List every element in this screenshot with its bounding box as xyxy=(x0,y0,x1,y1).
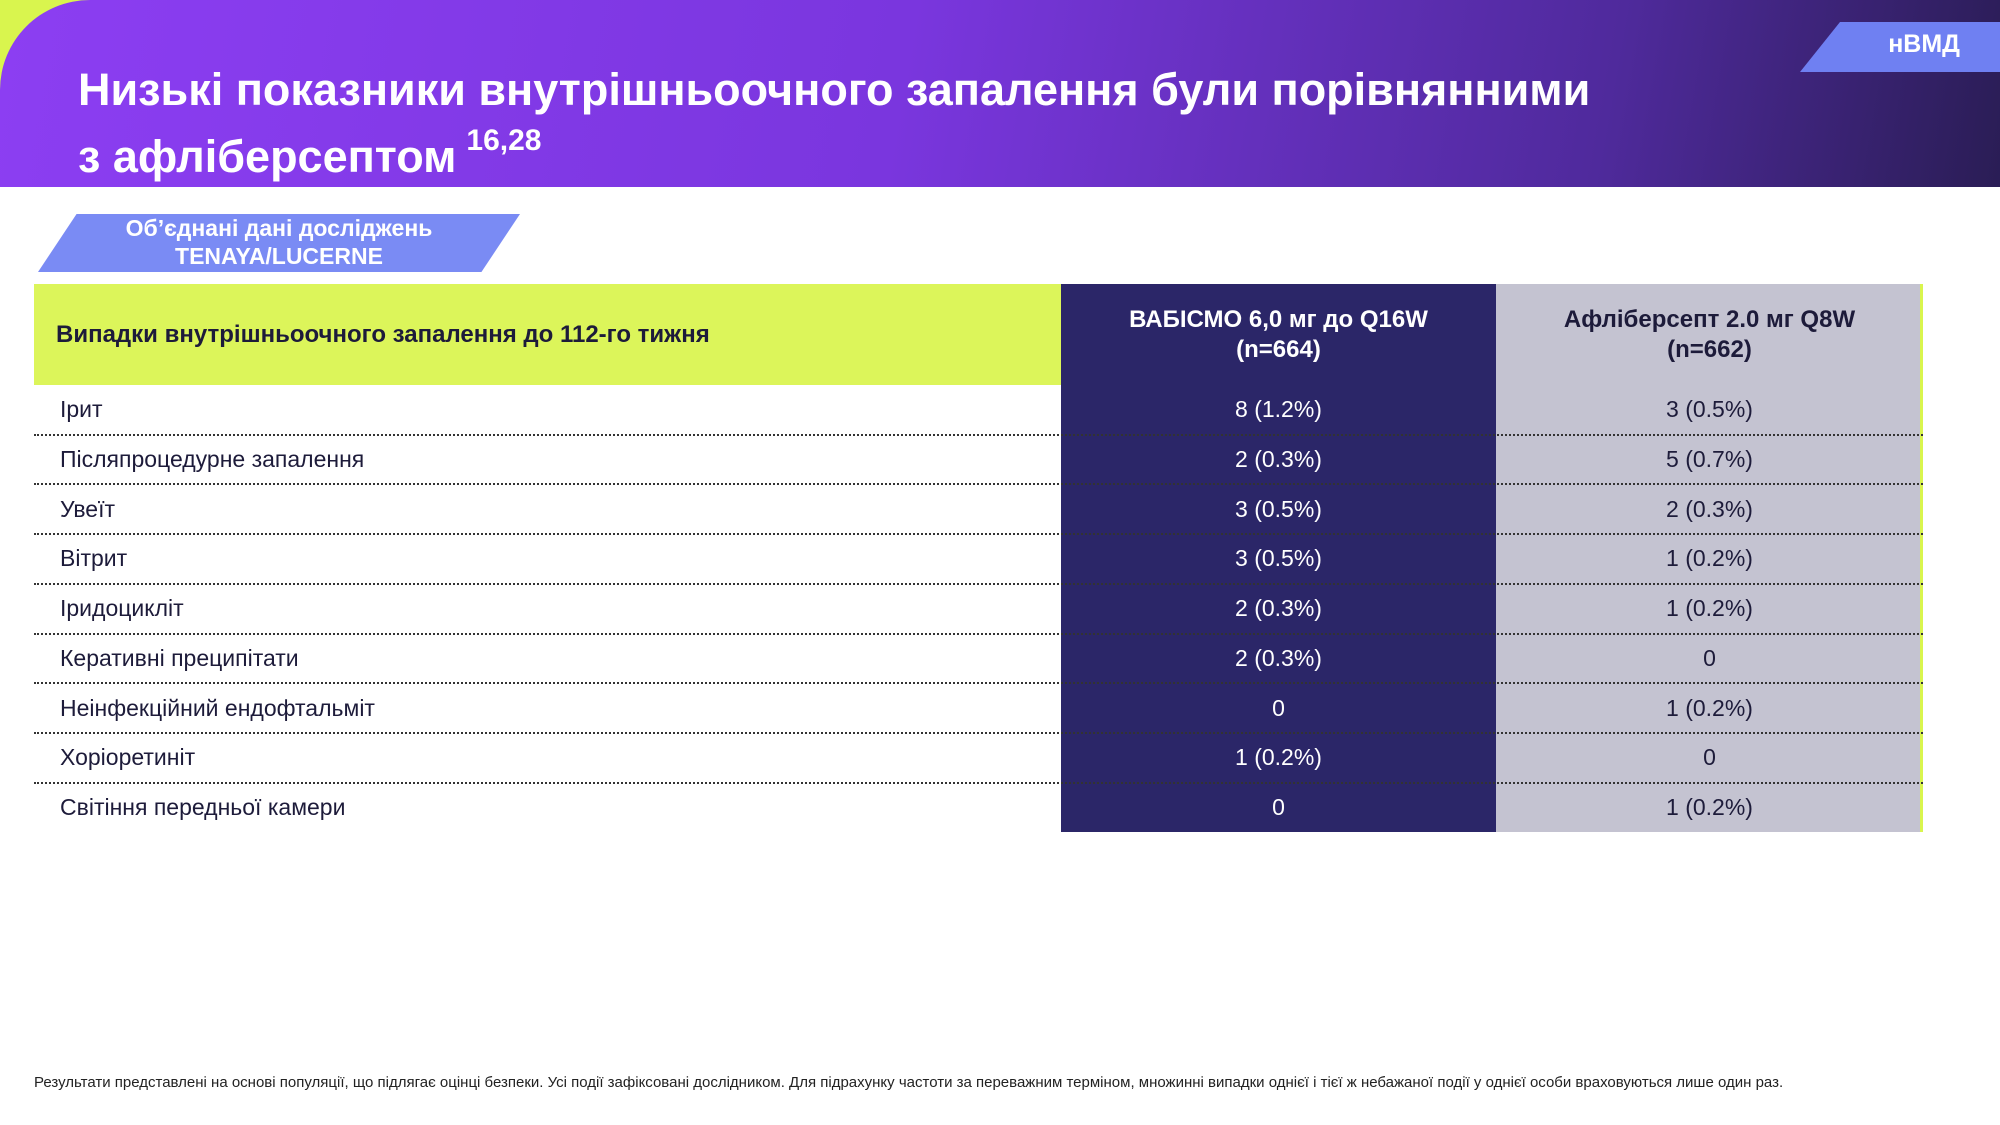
table-cell: 0 xyxy=(1703,744,1716,771)
table-cell: 2 (0.3%) xyxy=(1235,446,1322,473)
row-divider xyxy=(34,433,1923,436)
row-divider xyxy=(34,533,1923,536)
table-cell: 2 (0.3%) xyxy=(1235,644,1322,671)
header-background xyxy=(0,0,2000,187)
table-header-cell: ВАБІСМО 6,0 мг до Q16W (n=664) xyxy=(1061,284,1496,385)
table-cell: Увеїт xyxy=(60,495,115,522)
tag-line: Об’єднані дані досліджень xyxy=(125,215,433,241)
table-header-cell: Афліберсепт 2.0 мг Q8W (n=662) xyxy=(1496,284,1923,385)
row-divider xyxy=(34,781,1923,784)
header-band: Низькі показники внутрішньоочного запале… xyxy=(0,0,2000,187)
header-line: Афліберсепт 2.0 мг Q8W xyxy=(1563,305,1856,333)
table-cell: Хоріоретиніт xyxy=(60,744,196,771)
row-divider xyxy=(34,632,1923,635)
table-cell: 1 (0.2%) xyxy=(1666,793,1753,820)
table-cell: 1 (0.2%) xyxy=(1666,694,1753,721)
table-header-cell: Випадки внутрішньоочного запалення до 11… xyxy=(34,284,1061,385)
row-divider xyxy=(34,731,1923,734)
table-cell: 3 (0.5%) xyxy=(1235,545,1322,572)
superscript: 16,28 xyxy=(466,124,542,157)
study-tag: Об’єднані дані досліджень TENAYA/LUCERNE xyxy=(38,214,520,272)
column-bg xyxy=(1061,284,1496,833)
table-cell: 1 (0.2%) xyxy=(1666,545,1753,572)
table-cell: Післяпроцедурне запалення xyxy=(60,446,365,473)
table-cell: Вітрит xyxy=(60,545,128,572)
header-line: (n=662) xyxy=(1667,335,1752,363)
table-cell: Ірит xyxy=(60,396,103,423)
title-line: Низькі показники внутрішньоочного запале… xyxy=(78,64,1591,115)
table-cell: 1 (0.2%) xyxy=(1666,595,1753,622)
badge: нВМД xyxy=(1800,22,2000,72)
title-line: з афліберсептом xyxy=(78,131,457,182)
table-cell: 0 xyxy=(1703,644,1716,671)
table-cell: 2 (0.3%) xyxy=(1666,495,1753,522)
table-cell: 0 xyxy=(1272,694,1285,721)
title-line: з афліберсептом 16,28 xyxy=(78,124,542,183)
tag-line: TENAYA/LUCERNE xyxy=(175,243,383,269)
row-divider xyxy=(34,582,1923,585)
table-cell: 3 (0.5%) xyxy=(1666,396,1753,423)
row-divider xyxy=(34,682,1923,685)
header-line: (n=664) xyxy=(1236,335,1321,363)
column-bg xyxy=(1496,284,1923,833)
table-cell: 5 (0.7%) xyxy=(1666,446,1753,473)
row-divider xyxy=(34,483,1923,486)
header-line: ВАБІСМО 6,0 мг до Q16W xyxy=(1129,305,1428,333)
table-cell: Неінфекційний ендофтальміт xyxy=(60,694,375,721)
table-cell: 1 (0.2%) xyxy=(1235,744,1322,771)
table-cell: Керативні преципітати xyxy=(60,644,299,671)
table-cell: 8 (1.2%) xyxy=(1235,396,1322,423)
table-cell: 3 (0.5%) xyxy=(1235,495,1322,522)
table-cell: Іридоцикліт xyxy=(60,595,184,622)
table-cell: Світіння передньої камери xyxy=(60,793,346,820)
footnote: Результати представлені на основі популя… xyxy=(34,1074,1784,1091)
table-cell: 2 (0.3%) xyxy=(1235,595,1322,622)
table-cell: 0 xyxy=(1272,793,1285,820)
